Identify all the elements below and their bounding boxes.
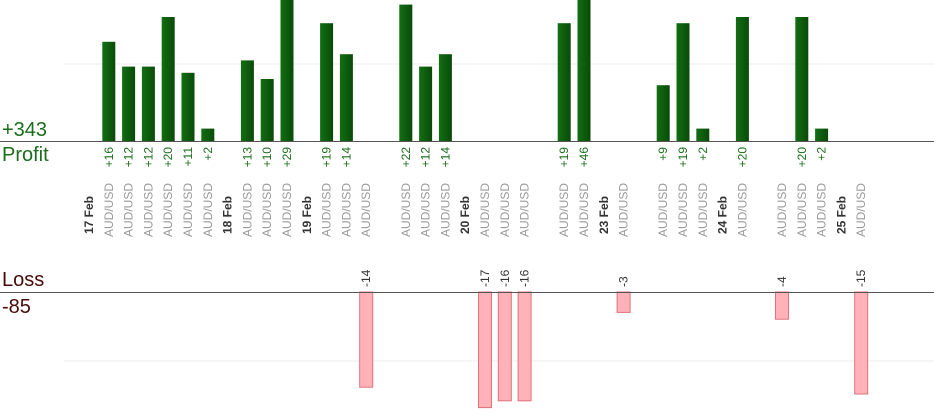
profit-bar — [181, 72, 195, 141]
pair-label: AUD/USD — [161, 183, 175, 237]
loss-bar — [478, 291, 492, 409]
profit-value-label: +20 — [795, 147, 809, 168]
pair-label: AUD/USD — [676, 183, 690, 237]
date-label: 24 Feb — [716, 196, 730, 234]
loss-value-label: -17 — [478, 269, 492, 287]
profit-bar — [696, 128, 710, 141]
profit-value-label: +20 — [161, 147, 175, 168]
date-label: 20 Feb — [458, 196, 472, 234]
profit-value-label: +9 — [656, 147, 670, 161]
loss-bar — [854, 291, 869, 395]
loss-value-label: -16 — [518, 269, 532, 287]
profit-value-label: +2 — [201, 147, 215, 161]
profit-value-label: +20 — [735, 147, 749, 168]
profit-bar — [795, 17, 809, 141]
loss-bar — [517, 291, 532, 402]
loss-value-label: -14 — [359, 269, 373, 287]
profit-value-label: +22 — [399, 147, 413, 168]
profit-bar — [141, 66, 155, 141]
profit-value-label: +29 — [280, 147, 294, 168]
pair-label: AUD/USD — [399, 183, 413, 237]
pair-label: AUD/USD — [518, 183, 532, 237]
pair-label: AUD/USD — [280, 183, 294, 237]
loss-value-label: -15 — [854, 269, 868, 287]
pair-label: AUD/USD — [795, 183, 809, 237]
profit-bar — [260, 79, 274, 141]
profit-bar — [122, 66, 136, 141]
date-label: 17 Feb — [82, 196, 96, 234]
profit-value-label: +12 — [419, 147, 433, 168]
profit-value-label: +16 — [102, 147, 116, 168]
pair-label: AUD/USD — [478, 183, 492, 237]
loss-bar — [616, 291, 631, 313]
profit-total: +343 — [2, 119, 48, 141]
pair-label: AUD/USD — [735, 183, 749, 237]
profit-value-label: +2 — [815, 147, 829, 161]
pair-label: AUD/USD — [122, 183, 136, 237]
profit-value-label: +12 — [141, 147, 155, 168]
profit-value-label: +19 — [676, 147, 690, 168]
pair-label: AUD/USD — [617, 183, 631, 237]
profit-bar — [201, 128, 215, 141]
pair-label: AUD/USD — [240, 183, 254, 237]
loss-bar — [359, 291, 374, 388]
profit-value-label: +11 — [181, 147, 195, 167]
pair-label: AUD/USD — [102, 183, 116, 237]
pair-label: AUD/USD — [438, 183, 452, 237]
profit-label: Profit — [2, 144, 49, 166]
pair-label: AUD/USD — [498, 183, 512, 237]
loss-value-label: -4 — [775, 276, 789, 287]
pair-label: AUD/USD — [260, 183, 274, 237]
date-label: 23 Feb — [597, 196, 611, 234]
profit-value-label: +14 — [339, 147, 353, 168]
profit-value-label: +2 — [696, 147, 710, 161]
pair-label: AUD/USD — [419, 183, 433, 237]
pair-label: AUD/USD — [320, 183, 334, 237]
profit-bar — [280, 0, 294, 141]
profit-value-label: +46 — [577, 147, 591, 168]
profit-bar — [102, 41, 116, 141]
profit-bar — [399, 4, 413, 141]
profit-value-label: +10 — [260, 147, 274, 168]
profit-bar — [339, 54, 353, 142]
loss-total: -85 — [2, 296, 31, 318]
profit-value-label: +12 — [122, 147, 136, 168]
pair-label: AUD/USD — [557, 183, 571, 237]
pair-label: AUD/USD — [577, 183, 591, 237]
profit-bar — [676, 23, 690, 142]
loss-value-label: -16 — [498, 269, 512, 287]
profit-bar — [438, 54, 452, 142]
pair-label: AUD/USD — [181, 183, 195, 237]
date-label: 18 Feb — [221, 196, 235, 234]
profit-bar — [419, 66, 433, 141]
date-label: 25 Feb — [834, 196, 848, 234]
pair-label: AUD/USD — [656, 183, 670, 237]
profit-bar — [240, 60, 254, 141]
pair-label: AUD/USD — [359, 183, 373, 237]
loss-bar — [775, 291, 789, 320]
profit-bar — [557, 23, 571, 142]
profit-value-label: +19 — [320, 147, 334, 168]
pair-label: AUD/USD — [201, 183, 215, 237]
profit-bar — [735, 17, 749, 141]
loss-label: Loss — [2, 269, 45, 291]
profit-value-label: +14 — [438, 147, 452, 168]
pair-label: AUD/USD — [775, 183, 789, 237]
profit-bar — [656, 85, 670, 141]
pair-label: AUD/USD — [854, 183, 868, 237]
profit-value-label: +19 — [557, 147, 571, 168]
profit-bar — [577, 0, 591, 141]
pair-label: AUD/USD — [339, 183, 353, 237]
profit-bar — [320, 23, 334, 142]
pair-label: AUD/USD — [141, 183, 155, 237]
date-label: 19 Feb — [300, 196, 314, 234]
profit-bar — [815, 128, 829, 141]
profit-value-label: +13 — [240, 147, 254, 168]
loss-value-label: -3 — [617, 276, 631, 287]
profit-bar — [161, 17, 175, 141]
pair-label: AUD/USD — [815, 183, 829, 237]
pair-label: AUD/USD — [696, 183, 710, 237]
loss-bar — [497, 291, 512, 402]
